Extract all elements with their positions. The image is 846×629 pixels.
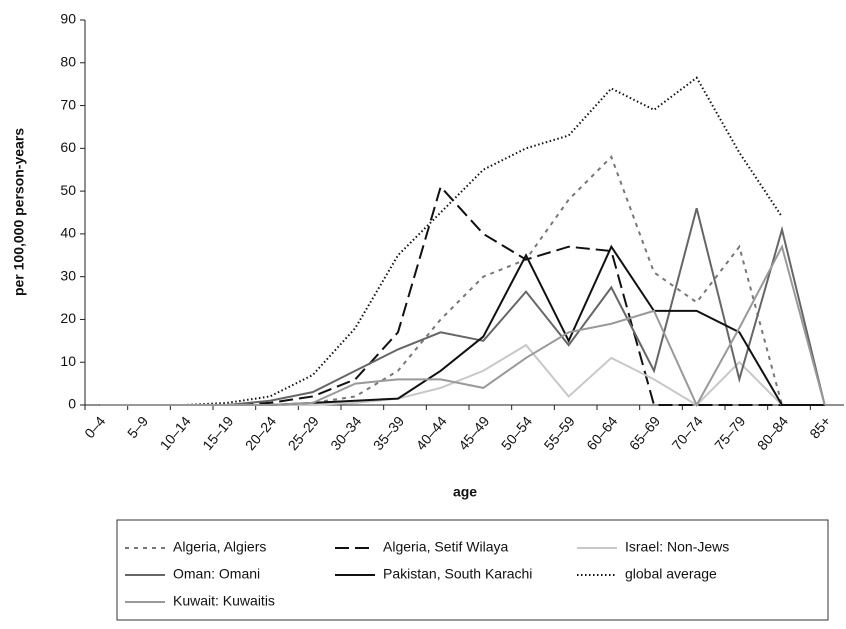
x-tick-label: 15–19 <box>199 413 236 453</box>
legend-label: Algeria, Setif Wilaya <box>383 539 508 555</box>
y-tick-label: 80 <box>60 53 76 69</box>
x-tick-label: 10–14 <box>157 413 194 453</box>
x-tick-label: 65–69 <box>626 413 663 453</box>
x-tick-label: 0–4 <box>81 413 108 441</box>
x-tick-label: 5–9 <box>124 413 151 441</box>
series-line <box>99 243 826 408</box>
x-tick-label: 70–74 <box>669 413 706 453</box>
series-line <box>99 207 826 406</box>
y-tick-label: 70 <box>60 96 76 112</box>
y-tick-label: 30 <box>60 267 76 283</box>
y-tick-label: 10 <box>60 353 76 369</box>
x-tick-label: 35–39 <box>370 413 407 453</box>
y-tick-label: 50 <box>60 182 76 198</box>
x-axis-title: age <box>453 484 477 500</box>
legend-label: Pakistan, South Karachi <box>383 566 532 582</box>
series-line <box>99 244 825 406</box>
x-tick-label: 30–34 <box>327 413 364 453</box>
y-tick-label: 20 <box>60 310 76 326</box>
y-tick-label: 40 <box>60 225 76 241</box>
x-tick-label: 55–59 <box>541 413 578 453</box>
legend-label: Israel: Non-Jews <box>625 539 729 555</box>
legend-label: global average <box>625 566 717 582</box>
x-tick-label: 60–64 <box>583 413 620 453</box>
x-tick-label: 85+ <box>806 413 834 441</box>
y-axis-title: per 100,000 person-years <box>11 128 27 296</box>
legend-label: Algeria, Algiers <box>173 539 266 555</box>
series-line <box>99 155 825 406</box>
x-tick-label: 40–44 <box>413 413 450 453</box>
x-tick-label: 20–24 <box>242 413 279 453</box>
legend-box <box>116 519 829 621</box>
x-tick-label: 50–54 <box>498 413 535 453</box>
series-line <box>99 76 783 406</box>
legend-label: Kuwait: Kuwaitis <box>173 593 275 609</box>
x-tick-label: 80–84 <box>754 413 791 453</box>
legend-label: Oman: Omani <box>173 566 260 582</box>
x-tick-label: 45–49 <box>455 413 492 453</box>
y-tick-label: 0 <box>68 396 76 412</box>
x-tick-label: 25–29 <box>285 413 322 453</box>
y-tick-label: 60 <box>60 139 76 155</box>
y-tick-label: 90 <box>60 11 76 27</box>
x-tick-label: 75–79 <box>711 413 748 453</box>
